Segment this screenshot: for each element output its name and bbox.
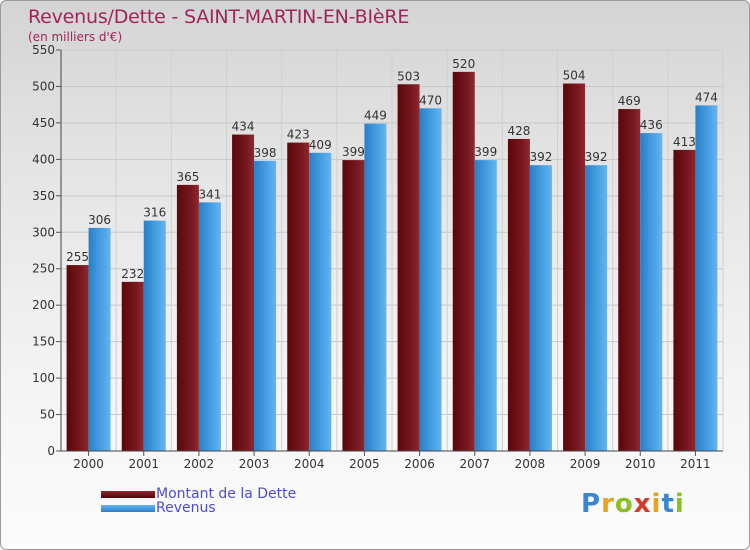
data-label-revenus-2005: 449 <box>364 109 387 123</box>
x-tick-label-2010: 2010 <box>625 457 656 471</box>
data-label-revenus-2010: 436 <box>640 118 663 132</box>
bar-dette-2007 <box>452 71 475 451</box>
bar-revenus-2005 <box>364 123 387 451</box>
bar-revenus-2000 <box>88 227 111 451</box>
bar-layer <box>66 71 718 452</box>
data-label-revenus-2001: 316 <box>143 206 166 220</box>
y-tick-label-0: 0 <box>47 444 55 458</box>
y-tick-label-300: 300 <box>32 225 55 239</box>
chart-title: Revenus/Dette - SAINT-MARTIN-EN-BIèRE <box>28 6 410 28</box>
y-tick-label-100: 100 <box>32 371 55 385</box>
data-label-dette-2006: 503 <box>397 69 420 83</box>
x-tick-label-2000: 2000 <box>73 457 104 471</box>
x-tick-label-2005: 2005 <box>349 457 380 471</box>
bar-dette-2010 <box>618 109 641 451</box>
x-tick-label-2008: 2008 <box>515 457 546 471</box>
legend-swatch-dette <box>101 491 155 498</box>
bar-dette-2004 <box>287 142 310 451</box>
logo-letter: i <box>674 489 685 519</box>
bar-dette-2001 <box>121 281 144 451</box>
bar-dette-2008 <box>507 138 530 451</box>
data-label-revenus-2006: 470 <box>419 93 442 107</box>
grid-layer <box>60 49 724 452</box>
data-label-revenus-2004: 409 <box>309 138 332 152</box>
bar-revenus-2004 <box>309 152 332 451</box>
data-label-revenus-2011: 474 <box>695 90 718 104</box>
y-tick-label-450: 450 <box>32 116 55 130</box>
bar-revenus-2008 <box>529 165 552 452</box>
bar-revenus-2001 <box>143 220 166 451</box>
bar-dette-2005 <box>342 160 365 452</box>
logo-letter: t <box>661 489 675 519</box>
data-label-revenus-2007: 399 <box>474 145 497 159</box>
x-tick-label-2006: 2006 <box>404 457 435 471</box>
proxiti-logo: Proxiti <box>581 489 685 519</box>
bar-dette-2000 <box>66 265 89 451</box>
data-label-dette-2003: 434 <box>232 120 255 134</box>
bar-revenus-2007 <box>474 160 497 452</box>
data-label-revenus-2009: 392 <box>585 150 608 164</box>
legend-label-dette: Montant de la Dette <box>156 486 297 502</box>
data-label-dette-2000: 255 <box>66 250 89 264</box>
data-label-dette-2007: 520 <box>452 57 475 71</box>
legend-label-revenus: Revenus <box>156 500 216 516</box>
data-label-dette-2002: 365 <box>176 170 199 184</box>
logo-letter: o <box>614 489 634 519</box>
data-label-revenus-2000: 306 <box>88 213 111 227</box>
data-label-revenus-2003: 398 <box>254 146 277 160</box>
y-tick-label-250: 250 <box>32 262 55 276</box>
logo-letter: x <box>633 489 652 519</box>
x-tick-label-2003: 2003 <box>239 457 270 471</box>
bar-dette-2006 <box>397 84 420 451</box>
data-label-revenus-2008: 392 <box>529 150 552 164</box>
logo-letter: r <box>601 489 615 519</box>
y-tick-label-150: 150 <box>32 335 55 349</box>
bar-dette-2003 <box>232 134 255 452</box>
bar-revenus-2011 <box>695 105 718 451</box>
bar-dette-2002 <box>176 184 199 451</box>
bar-dette-2009 <box>563 83 586 452</box>
bar-revenus-2009 <box>585 165 608 452</box>
data-label-dette-2011: 413 <box>673 135 696 149</box>
x-tick-label-2002: 2002 <box>184 457 215 471</box>
y-tick-label-400: 400 <box>32 152 55 166</box>
x-tick-label-2004: 2004 <box>294 457 325 471</box>
bar-revenus-2010 <box>640 133 663 451</box>
data-label-dette-2010: 469 <box>618 94 641 108</box>
y-tick-label-50: 50 <box>40 408 55 422</box>
x-tick-label-2011: 2011 <box>680 457 711 471</box>
bar-revenus-2002 <box>198 202 221 451</box>
y-tick-label-500: 500 <box>32 79 55 93</box>
x-tick-label-2009: 2009 <box>570 457 601 471</box>
x-tick-label-2007: 2007 <box>459 457 490 471</box>
logo-letter: i <box>651 489 662 519</box>
y-tick-label-550: 550 <box>32 43 55 57</box>
legend-swatch-revenus <box>101 505 155 512</box>
logo-letter: P <box>581 489 602 519</box>
data-label-dette-2005: 399 <box>342 145 365 159</box>
bar-dette-2011 <box>673 149 696 452</box>
data-label-revenus-2002: 341 <box>198 187 221 201</box>
chart-subtitle: (en milliers d'€) <box>28 30 123 44</box>
axis-layer: 0 50 100 150 200 250 300 350 400 450 500 550 2000 200… <box>32 43 723 471</box>
y-tick-label-200: 200 <box>32 298 55 312</box>
bar-revenus-2006 <box>419 108 442 451</box>
data-label-dette-2001: 232 <box>121 267 144 281</box>
data-label-dette-2004: 423 <box>287 128 310 142</box>
data-label-dette-2009: 504 <box>563 69 586 83</box>
data-label-dette-2008: 428 <box>507 124 530 138</box>
x-tick-label-2001: 2001 <box>128 457 159 471</box>
y-tick-label-350: 350 <box>32 189 55 203</box>
bar-revenus-2003 <box>254 160 277 451</box>
